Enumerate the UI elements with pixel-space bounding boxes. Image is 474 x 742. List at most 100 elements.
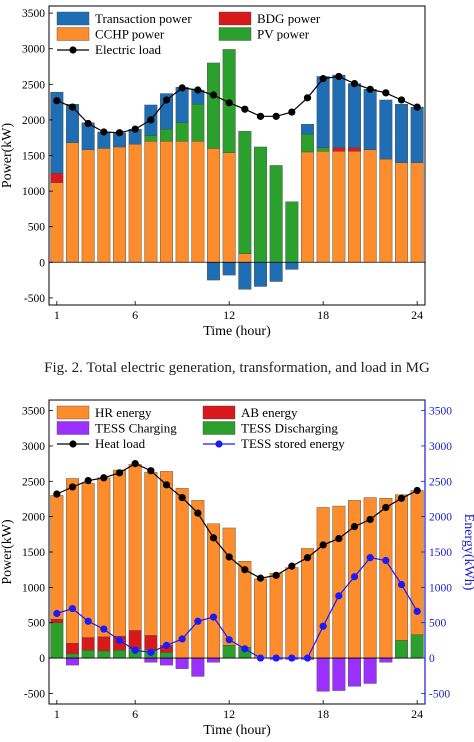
- bar-hr-22: [379, 498, 393, 659]
- point-tess_stored-11: [209, 613, 218, 621]
- point-tess_stored-23: [397, 580, 406, 589]
- line-tess_stored: [56, 557, 418, 659]
- point-electric_load-16: [288, 108, 296, 116]
- bar-bdg-19: [332, 147, 346, 152]
- ytick-label--500: -500: [24, 293, 45, 305]
- bar-ab-2: [66, 643, 79, 655]
- x-axis-label: Time (hour): [203, 723, 271, 738]
- ytick-label-2000: 2000: [22, 115, 45, 127]
- bar-hr-16: [285, 567, 299, 659]
- bar-cchp-5: [113, 146, 126, 263]
- bar-tess_ch-20: [348, 657, 361, 687]
- bar-cchp-21: [363, 149, 377, 263]
- bar-pv-14: [254, 146, 267, 263]
- legend-label-tess_ch: TESS Charging: [95, 421, 177, 436]
- bar-transaction-17: [301, 123, 314, 135]
- bar-hr-10: [191, 500, 205, 659]
- bar-ab-7: [144, 635, 158, 650]
- ytick-label-1000: 1000: [22, 186, 45, 198]
- bar-transaction-11: [207, 262, 220, 281]
- bar-cchp-23: [395, 162, 408, 263]
- bar-transaction-18: [316, 76, 330, 148]
- point-heat_load-9: [178, 493, 186, 502]
- y-axis-label: Power(kW): [0, 519, 15, 585]
- bar-hr-12: [222, 527, 236, 646]
- bar-cchp-2: [66, 142, 79, 263]
- legend-label-ab: AB energy: [241, 405, 298, 420]
- legend-label-heat_load: Heat load: [95, 436, 146, 451]
- bar-tess_ch-8: [160, 657, 173, 666]
- x-axis-label: Time (hour): [203, 324, 271, 339]
- point-tess_stored-14: [256, 654, 265, 662]
- point-heat_load-6: [131, 460, 139, 468]
- bar-cchp-9: [175, 141, 189, 263]
- point-electric_load-1: [53, 97, 61, 105]
- ytick-label-1500: 1500: [22, 151, 45, 163]
- bar-pv-8: [160, 128, 173, 142]
- point-tess_stored-20: [350, 573, 359, 581]
- bar-hr-1: [50, 495, 64, 620]
- bar-cchp-17: [301, 151, 314, 263]
- point-electric_load-11: [209, 91, 218, 99]
- point-tess_stored-4: [100, 625, 108, 633]
- legend-label-bdg: BDG power: [257, 11, 321, 26]
- point-electric_load-20: [350, 79, 359, 88]
- point-tess_stored-17: [303, 654, 312, 662]
- bar-transaction-13: [238, 262, 252, 290]
- bar-ab-1: [50, 618, 64, 623]
- point-tess_stored-21: [366, 554, 374, 562]
- point-heat_load-12: [225, 553, 233, 561]
- legend: Transaction power BDG power CCHP power PV p…: [56, 11, 321, 57]
- y2-axis-label: Energy(kWh): [461, 514, 474, 591]
- bar-transaction-8: [160, 93, 173, 130]
- bar-pv-15: [269, 165, 283, 263]
- y2tick-label-2500: 2500: [429, 476, 452, 488]
- xtick-label-12: 12: [223, 707, 235, 721]
- bar-hr-6: [128, 464, 142, 631]
- bar-cchp-24: [410, 162, 424, 263]
- legend-marker-heat_load: [69, 440, 77, 448]
- legend-marker-electric_load: [69, 46, 77, 54]
- xtick-label-1: 1: [54, 707, 60, 721]
- bar-cchp-8: [160, 141, 173, 263]
- bar-pv-16: [285, 201, 299, 263]
- bar-cchp-11: [207, 148, 220, 263]
- bar-transaction-19: [332, 74, 346, 148]
- point-electric_load-21: [366, 85, 374, 93]
- ytick-label-3500: 3500: [22, 406, 45, 418]
- point-tess_stored-6: [131, 646, 139, 654]
- ytick-label-2500: 2500: [22, 476, 45, 488]
- point-electric_load-15: [272, 112, 280, 120]
- bar-tess_dis-3: [81, 650, 95, 659]
- point-electric_load-24: [413, 103, 421, 111]
- point-electric_load-5: [115, 129, 124, 137]
- point-heat_load-15: [272, 571, 280, 579]
- bar-hr-5: [113, 469, 126, 637]
- bar-pv-11: [207, 62, 220, 149]
- bar-cchp-7: [144, 141, 158, 263]
- bar-bdg-20: [348, 147, 361, 152]
- bar-transaction-15: [269, 262, 283, 282]
- bar-hr-17: [301, 548, 314, 659]
- xtick-label-24: 24: [411, 707, 423, 721]
- xtick-label-1: 1: [54, 308, 60, 322]
- y2tick-label-1000: 1000: [429, 582, 452, 594]
- bar-hr-4: [97, 477, 111, 638]
- bar-pv-13: [238, 131, 252, 254]
- bar-cchp-22: [379, 158, 393, 263]
- bar-cchp-10: [191, 141, 205, 263]
- bar-hr-8: [160, 471, 173, 646]
- bar-cchp-20: [348, 151, 361, 263]
- legend-label-cchp: CCHP power: [95, 27, 165, 42]
- y2tick-label-1500: 1500: [429, 547, 452, 559]
- legend-swatch-bdg: [218, 11, 252, 26]
- point-tess_stored-12: [225, 636, 233, 644]
- point-heat_load-3: [84, 476, 92, 485]
- point-heat_load-5: [115, 469, 124, 477]
- point-electric_load-2: [68, 103, 77, 111]
- xtick-label-6: 6: [132, 308, 138, 322]
- point-heat_load-18: [319, 541, 327, 549]
- bar-transaction-12: [222, 262, 236, 276]
- ytick-label-500: 500: [28, 222, 46, 234]
- ytick-label-0: 0: [39, 257, 45, 269]
